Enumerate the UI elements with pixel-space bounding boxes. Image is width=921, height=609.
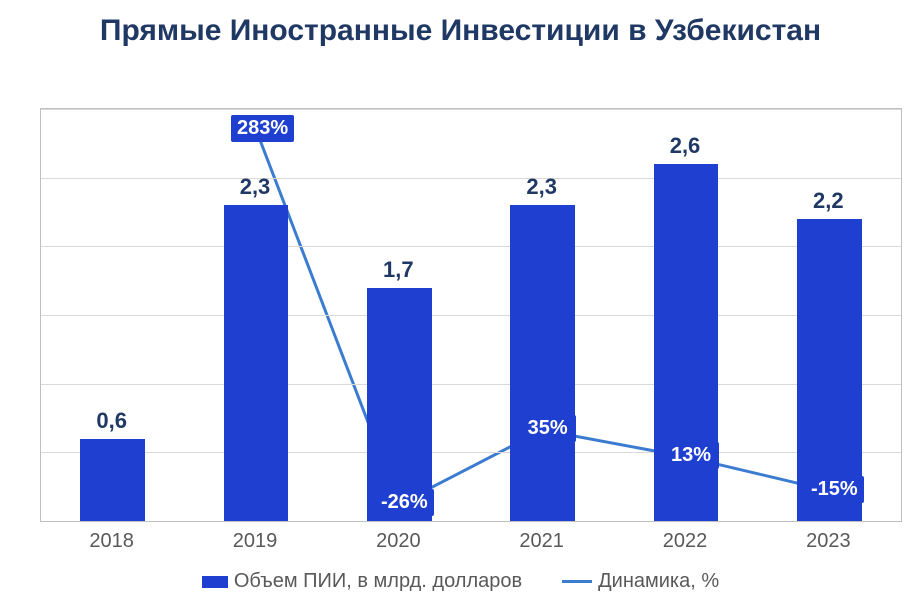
gridline	[41, 384, 901, 385]
gridline	[41, 178, 901, 179]
category-label: 2023	[788, 530, 868, 553]
category-label: 2020	[358, 530, 438, 553]
bar	[367, 288, 432, 521]
fdi-chart: Прямые Иностранные Инвестиции в Узбекист…	[0, 0, 921, 609]
bar	[80, 439, 145, 521]
category-label: 2022	[645, 530, 725, 553]
category-label: 2019	[215, 530, 295, 553]
line-value-label: -15%	[804, 476, 864, 503]
bar-value-label: 0,6	[72, 408, 152, 434]
category-label: 2018	[72, 530, 152, 553]
line-value-label: 35%	[520, 415, 576, 442]
line-value-label: -26%	[374, 489, 434, 516]
legend: Объем ПИИ, в млрд. долларов Динамика, %	[0, 570, 921, 593]
bar-value-label: 1,7	[358, 257, 438, 283]
chart-title: Прямые Иностранные Инвестиции в Узбекист…	[0, 14, 921, 49]
line-value-label: 13%	[663, 442, 719, 469]
legend-swatch-line	[562, 580, 592, 583]
gridline	[41, 315, 901, 316]
bar-value-label: 2,6	[645, 133, 725, 159]
gridline	[41, 246, 901, 247]
bar-value-label: 2,2	[788, 188, 868, 214]
bar-value-label: 2,3	[215, 174, 295, 200]
bar	[510, 205, 575, 521]
bar	[224, 205, 289, 521]
legend-label: Объем ПИИ, в млрд. долларов	[234, 570, 522, 593]
gridline	[41, 452, 901, 453]
legend-item: Объем ПИИ, в млрд. долларов	[202, 570, 522, 593]
plot-area	[40, 108, 902, 522]
legend-swatch-bar	[202, 576, 228, 588]
legend-item: Динамика, %	[562, 570, 719, 593]
bar-value-label: 2,3	[502, 174, 582, 200]
legend-label: Динамика, %	[598, 570, 719, 593]
gridline	[41, 109, 901, 110]
line-value-label: 283%	[231, 115, 294, 142]
category-label: 2021	[502, 530, 582, 553]
